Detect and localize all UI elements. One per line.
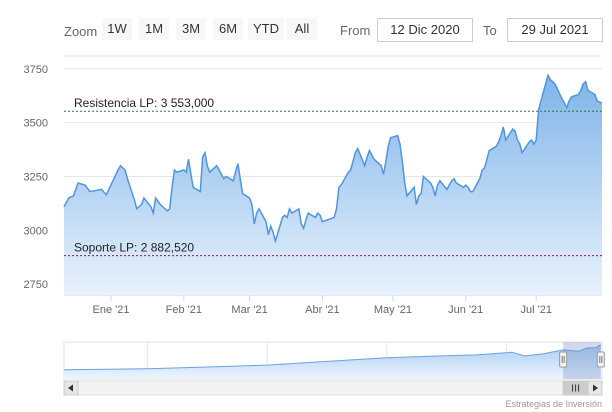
to-date-input[interactable]: 29 Jul 2021 [507,18,603,42]
navigator-line [63,344,602,371]
x-tick-label: Jul '21 [520,304,551,316]
arrow-right-icon [593,384,598,392]
zoom-6m-button[interactable]: 6M [213,18,243,40]
arrow-left-icon [68,384,73,392]
x-tick-label: Abr '21 [305,304,340,316]
price-line [63,73,603,244]
x-axis: Ene '21 Feb '21 Mar '21 Abr '21 May '21 Jun '… [93,295,552,316]
navigator-right-handle[interactable] [596,351,605,368]
credit-text: Estrategias de Inversión [505,399,602,409]
plot-lines: Resistencia LP: 3 553,000 Soporte LP: 2 8… [64,96,602,257]
price-area [64,75,602,295]
zoom-all-button[interactable]: All [287,18,317,40]
to-label: To [483,23,497,38]
y-tick-label: 3250 [24,172,48,184]
zoom-1m-button[interactable]: 1M [139,18,169,40]
zoom-3m-button[interactable]: 3M [176,18,206,40]
x-tick-label: Feb '21 [166,304,202,316]
support-label: Soporte LP: 2 882,520 [74,241,194,255]
from-date-input[interactable]: 12 Dic 2020 [377,18,473,42]
navigator[interactable]: 2014201620182020 [63,341,605,380]
x-tick-label: Ene '21 [93,304,130,316]
range-selector: Zoom 1W 1M 3M 6M YTD All From 12 Dic 202… [0,0,612,56]
x-tick-label: May '21 [374,304,412,316]
y-tick-label: 3750 [24,64,48,76]
zoom-1w-button[interactable]: 1W [102,18,132,40]
scrollbar[interactable] [63,380,603,396]
from-label: From [340,23,371,38]
scrollbar-track [63,380,603,396]
y-tick-label: 2750 [24,279,48,291]
navigator-left-handle[interactable] [559,351,568,368]
zoom-label: Zoom [64,24,98,39]
x-tick-label: Jun '21 [448,304,483,316]
resistance-label: Resistencia LP: 3 553,000 [74,96,214,110]
x-tick-label: Mar '21 [231,304,267,316]
zoom-ytd-button[interactable]: YTD [248,18,284,40]
y-tick-label: 3500 [24,118,48,130]
y-axis: 2750 3000 3250 3500 3750 [24,64,48,291]
navigator-window [563,342,601,379]
navigator-area [64,344,601,379]
y-tick-label: 3000 [24,225,48,237]
